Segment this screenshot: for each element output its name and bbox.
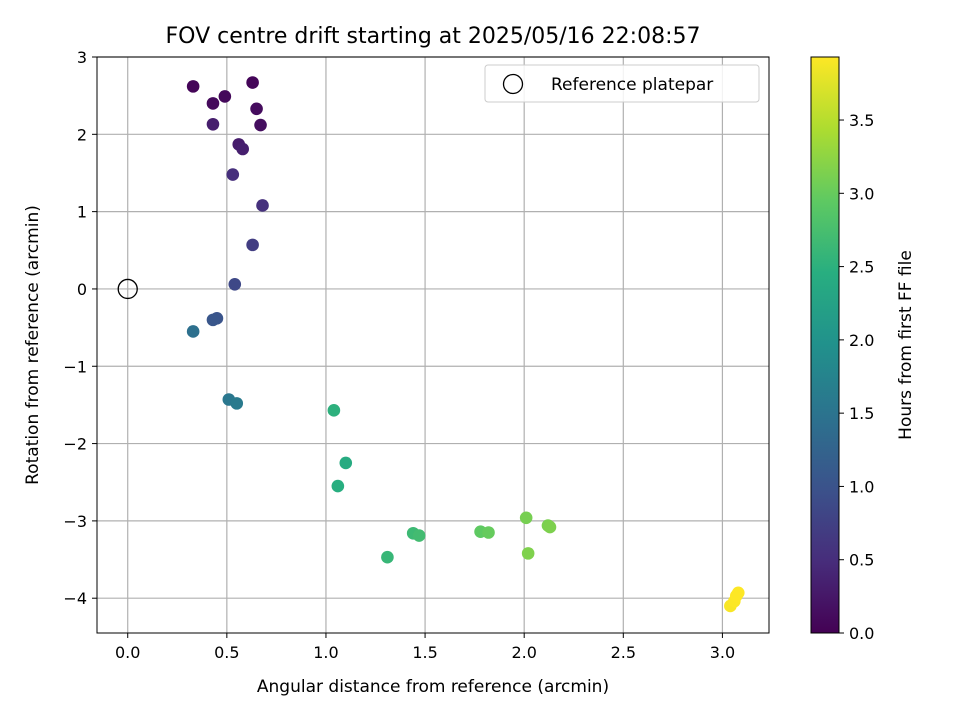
data-point [226, 168, 240, 181]
data-point [228, 278, 242, 291]
colorbar-tick-label: 0.0 [849, 624, 874, 643]
data-point [381, 550, 394, 564]
colorbar-tick-label: 2.5 [849, 258, 874, 277]
data-point [327, 404, 341, 417]
colorbar-tick-label: 0.5 [849, 551, 874, 570]
colorbar-gradient [811, 57, 839, 633]
data-point [246, 238, 259, 252]
y-tick-label: 1 [77, 203, 87, 222]
y-tick-label: −3 [63, 512, 87, 531]
data-point [519, 511, 533, 525]
legend: Reference platepar [484, 64, 760, 103]
colorbar-tick-label: 1.5 [849, 404, 874, 423]
y-tick-label: −2 [63, 435, 87, 454]
data-point [521, 547, 535, 560]
axis-ticks: 0.0 0.5 1.0 1.5 2.0 2.5 3.0 −4 −3 −2 −1 0 1 2 3 [63, 48, 735, 662]
y-tick-label: 0 [77, 280, 87, 299]
data-point [731, 586, 745, 600]
legend-marker [502, 73, 524, 95]
data-point [254, 118, 267, 132]
x-tick-label: 3.0 [710, 643, 735, 662]
data-points [186, 76, 745, 613]
chart-title: FOV centre drift starting at 2025/05/16 … [166, 24, 701, 49]
data-point [246, 76, 259, 89]
data-point [218, 90, 232, 103]
data-point [412, 529, 426, 542]
data-point [186, 325, 200, 338]
plot-area-frame [96, 56, 770, 634]
colorbar: 0.0 0.5 1.0 1.5 2.0 2.5 3.0 3.5 Hours from firs… [810, 56, 916, 643]
colorbar-tick-label: 2.0 [849, 331, 874, 350]
data-point [331, 479, 345, 493]
data-point [256, 199, 269, 212]
y-tick-label: 3 [77, 48, 87, 67]
x-tick-label: 1.5 [412, 643, 437, 662]
data-point [206, 97, 220, 110]
y-tick-label: 2 [77, 125, 87, 144]
grid [97, 56, 769, 633]
x-tick-label: 0.0 [115, 643, 140, 662]
y-axis-label: Rotation from reference (arcmin) [23, 205, 43, 485]
data-point [543, 520, 557, 534]
data-point [339, 456, 353, 470]
reference-marker-group [117, 278, 138, 300]
data-point [482, 526, 495, 539]
reference-marker [117, 278, 138, 300]
colorbar-label: Hours from first FF file [896, 250, 916, 440]
data-point [206, 313, 220, 327]
y-tick-label: −1 [63, 357, 87, 376]
x-tick-label: 2.0 [511, 643, 536, 662]
legend-box [484, 64, 760, 103]
colorbar-tick-label: 3.5 [849, 111, 874, 130]
x-tick-label: 1.0 [313, 643, 338, 662]
legend-label: Reference platepar [551, 75, 713, 95]
data-point [206, 117, 220, 131]
y-tick-label: −4 [63, 589, 87, 608]
data-point [250, 102, 263, 116]
colorbar-ticks: 0.0 0.5 1.0 1.5 2.0 2.5 3.0 3.5 [839, 111, 874, 643]
data-point [230, 397, 244, 410]
x-tick-label: 0.5 [214, 643, 239, 662]
x-axis-label: Angular distance from reference (arcmin) [257, 677, 609, 697]
colorbar-frame [810, 56, 840, 634]
colorbar-tick-label: 1.0 [849, 477, 874, 496]
x-tick-label: 2.5 [611, 643, 636, 662]
data-point [236, 142, 249, 156]
colorbar-tick-label: 3.0 [849, 184, 874, 203]
data-point [186, 80, 200, 93]
